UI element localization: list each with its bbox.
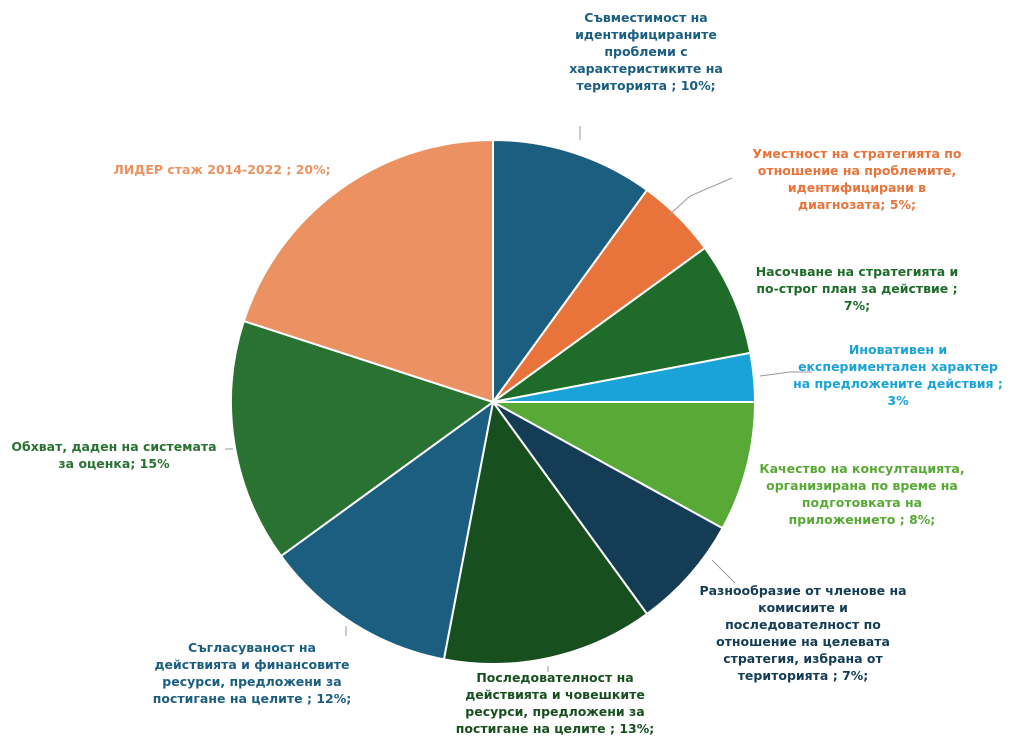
slice-label-line: Съгласуваност на — [188, 640, 316, 655]
slice-label-line: Качество на консултацията, — [759, 461, 964, 476]
slice-label-3: Насочване на стратегията и по-строг план … — [756, 264, 959, 313]
slice-label-line: 7%; — [844, 298, 870, 313]
pie-slices — [230, 138, 757, 665]
slice-label-line: последователност по — [725, 617, 881, 632]
slice-label-line: Иновативен и — [849, 342, 947, 357]
slice-label-5: Качество на консултацията, организирана п… — [759, 461, 964, 527]
slice-labels: Съвместимост на идентифицираните проблеми … — [11, 10, 1003, 736]
slice-label-10: ЛИДЕР стаж 2014-2022 ; 20%; — [113, 162, 330, 177]
slice-label-line: характеристиките на — [569, 61, 723, 76]
pie-slice-5 — [492, 401, 757, 530]
pie-slice-8 — [279, 399, 495, 661]
slice-label-line: отношение на целевата — [716, 634, 890, 649]
slice-label-line: по-строг план за действие ; — [756, 281, 957, 296]
slice-label-line: територията ; 10%; — [576, 78, 715, 93]
slice-label-line: Насочване на стратегията и — [756, 264, 959, 279]
slice-label-line: идентифицираните — [575, 27, 717, 42]
slice-label-line: Разнообразие от членове на — [699, 583, 906, 598]
slice-label-line: на предложените действия ; — [793, 376, 1003, 391]
slice-label-line: диагнозата; 5%; — [798, 197, 916, 212]
leader-line-6 — [711, 559, 736, 584]
pie-slice-1 — [492, 138, 649, 406]
slice-label-line: отношение на проблемите, — [758, 163, 956, 178]
slice-label-line: постигане на целите ; 12%; — [153, 691, 352, 706]
slice-label-line: ресурси, предложени за — [162, 674, 341, 689]
slice-label-line: приложението ; 8%; — [789, 512, 936, 527]
slice-label-line: 3% — [887, 393, 909, 408]
slice-label-line: Обхват, даден на системата — [11, 439, 216, 454]
slice-label-line: ЛИДЕР стаж 2014-2022 ; 20%; — [113, 162, 330, 177]
slice-label-line: територията ; 7%; — [738, 668, 869, 683]
pie-slice-9 — [230, 319, 496, 558]
slice-label-1: Съвместимост на идентифицираните проблеми … — [569, 10, 723, 93]
slice-label-8: Съгласуваност на действията и финансовите… — [153, 640, 352, 706]
slice-label-line: постигане на целите ; 13%; — [456, 721, 655, 736]
pie-slice-3 — [492, 246, 752, 403]
slice-label-line: стратегия, избрана от — [723, 651, 883, 666]
leader-line-4 — [759, 371, 812, 377]
slice-label-line: ресурси, предложени за — [465, 704, 644, 719]
slice-label-line: подготовката на — [802, 495, 922, 510]
slice-label-line: действията и финансовите — [154, 657, 349, 672]
slice-label-4: Иновативен и експериментален характер на п… — [793, 342, 1003, 408]
slice-label-line: организирана по време на — [766, 478, 958, 493]
pie-slice-10 — [242, 138, 494, 404]
slice-label-line: за оценка; 15% — [58, 456, 170, 471]
slice-label-line: идентифицирани в — [788, 180, 926, 195]
slice-label-line: проблеми с — [604, 44, 687, 59]
leader-line-2 — [667, 177, 733, 217]
slice-label-line: експериментален характер — [798, 359, 998, 374]
slice-label-7: Последователност на действията и човешкит… — [456, 670, 655, 736]
slice-label-9: Обхват, даден на системата за оценка; 15% — [11, 439, 216, 471]
slice-label-2: Уместност на стратегията по отношение на … — [753, 146, 962, 212]
pie-slice-6 — [492, 401, 724, 616]
leader-lines — [225, 126, 812, 672]
slice-label-6: Разнообразие от членове на комисиите и пос… — [699, 583, 906, 683]
pie-slice-7 — [442, 399, 649, 665]
slice-label-line: действията и човешките — [465, 687, 645, 702]
slice-label-line: Уместност на стратегията по — [753, 146, 962, 161]
slice-label-line: Съвместимост на — [584, 10, 707, 25]
slice-label-line: комисиите и — [758, 600, 848, 615]
slice-label-line: Последователност на — [476, 670, 633, 685]
